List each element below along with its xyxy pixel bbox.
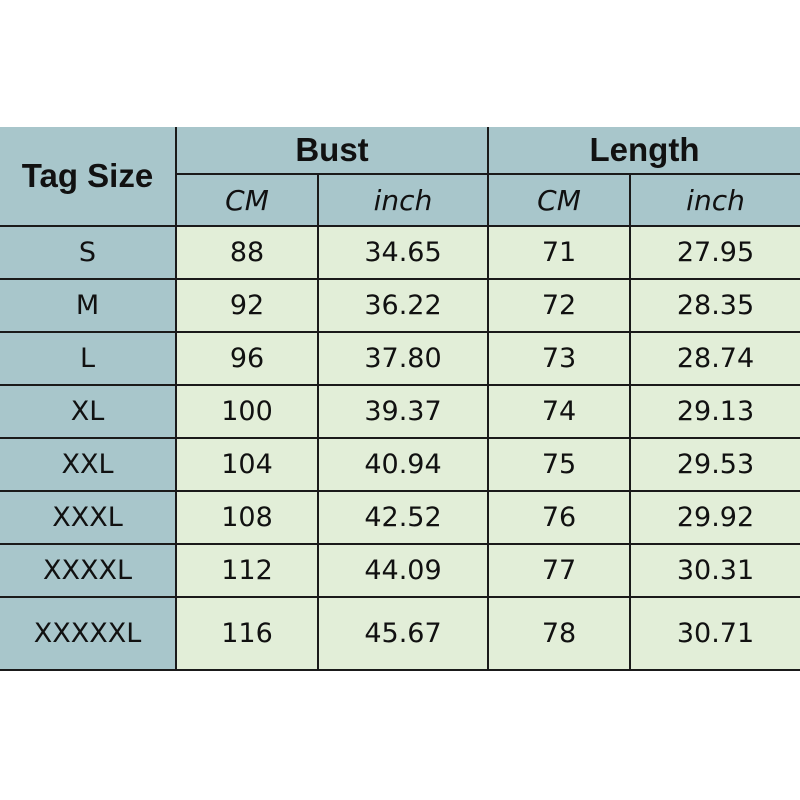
length-inch-cell: 30.71 [628,596,800,671]
bust-cm-cell: 88 [175,225,319,280]
length-cm-cell: 76 [487,490,631,545]
bust-cm-cell: 112 [175,543,319,598]
table-row: M 92 36.22 72 28.35 [0,278,800,333]
tag-size-header: Tag Size [0,127,177,227]
bust-cm-cell: 108 [175,490,319,545]
size-cell: XXL [0,437,177,492]
length-cm-cell: 71 [487,225,631,280]
table-row: XXXL 108 42.52 76 29.92 [0,490,800,545]
bust-inch-cell: 36.22 [317,278,489,333]
size-cell: XXXXL [0,543,177,598]
length-inch-cell: 28.35 [628,278,800,333]
bust-inch-cell: 37.80 [317,331,489,386]
length-cm-cell: 78 [487,596,631,671]
table-row: XL 100 39.37 74 29.13 [0,384,800,439]
size-cell: L [0,331,177,386]
length-inch-cell: 29.53 [628,437,800,492]
bust-cm-cell: 104 [175,437,319,492]
bust-inch-cell: 34.65 [317,225,489,280]
size-cell: XL [0,384,177,439]
bust-cm-header: CM [176,173,319,227]
table-row: L 96 37.80 73 28.74 [0,331,800,386]
bust-cm-cell: 92 [175,278,319,333]
bust-inch-cell: 39.37 [317,384,489,439]
header-row: Tag Size Bust Length [0,127,800,227]
bust-inch-cell: 40.94 [317,437,489,492]
bust-cm-cell: 100 [175,384,319,439]
length-inch-header: inch [628,173,800,227]
bust-inch-cell: 42.52 [317,490,489,545]
length-inch-cell: 30.31 [628,543,800,598]
length-inch-cell: 29.92 [628,490,800,545]
size-cell: XXXL [0,490,177,545]
length-cm-cell: 75 [487,437,631,492]
table-row: XXXXL 112 44.09 77 30.31 [0,543,800,598]
size-cell: XXXXXL [0,596,177,671]
length-header: Length [486,127,800,175]
length-cm-cell: 77 [487,543,631,598]
bust-header: Bust [175,127,489,175]
table-row: S 88 34.65 71 27.95 [0,225,800,280]
bust-cm-cell: 96 [175,331,319,386]
length-inch-cell: 27.95 [628,225,800,280]
bust-inch-cell: 44.09 [317,543,489,598]
subheader-row: CM inch CM inch [0,173,800,227]
length-cm-header: CM [487,173,631,227]
bust-inch-cell: 45.67 [317,596,489,671]
table-row: XXXXXL 116 45.67 78 30.71 [0,596,800,671]
length-inch-cell: 29.13 [628,384,800,439]
length-cm-cell: 72 [487,278,631,333]
size-cell: S [0,225,177,280]
size-chart-table: Tag Size Bust Length CM inch CM inch S 88… [0,127,800,671]
bust-cm-cell: 116 [175,596,319,671]
size-cell: M [0,278,177,333]
length-cm-cell: 74 [487,384,631,439]
length-inch-cell: 28.74 [628,331,800,386]
length-cm-cell: 73 [487,331,631,386]
bust-inch-header: inch [317,173,489,227]
table-row: XXL 104 40.94 75 29.53 [0,437,800,492]
